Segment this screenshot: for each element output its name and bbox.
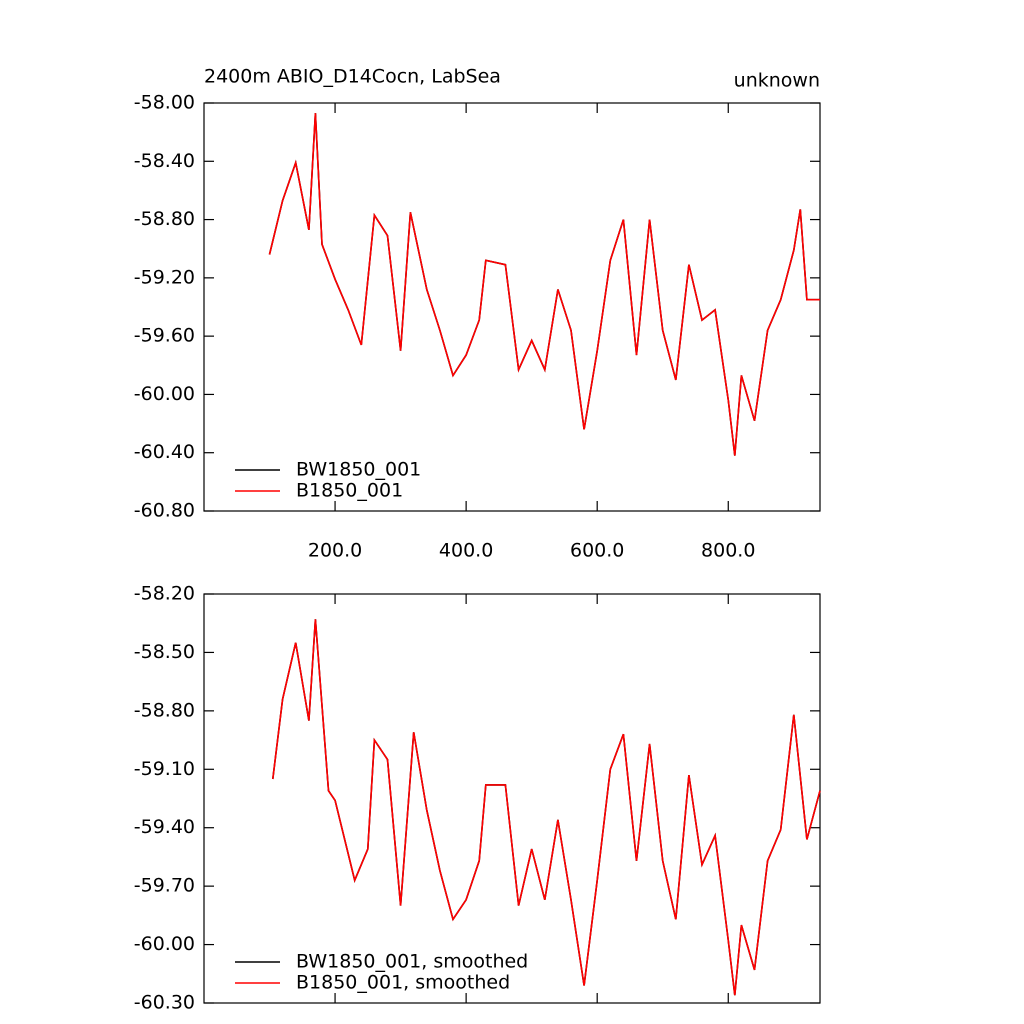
y-tick-label: -59.40 — [134, 816, 195, 838]
y-tick-label: -58.00 — [134, 92, 195, 114]
y-tick-label: -60.80 — [134, 500, 195, 522]
legend-label: B1850_001 — [296, 480, 403, 502]
plot-frame — [203, 593, 821, 1004]
y-tick-label: -58.80 — [134, 699, 195, 721]
y-tick-label: -60.30 — [134, 992, 195, 1014]
right-title: unknown — [734, 70, 820, 92]
series-line — [268, 113, 820, 456]
legend-label: BW1850_001, smoothed — [296, 951, 528, 973]
series-line — [272, 619, 821, 996]
y-tick-label: -59.10 — [134, 758, 195, 780]
y-tick-label: -58.20 — [134, 583, 195, 605]
y-tick-label: -58.40 — [134, 150, 195, 172]
series-line — [268, 113, 820, 456]
y-tick-label: -60.00 — [134, 383, 195, 405]
legend-label: B1850_001, smoothed — [296, 972, 510, 994]
series-line — [272, 619, 821, 996]
y-tick-label: -60.40 — [134, 441, 195, 463]
legend-label: BW1850_001 — [296, 459, 421, 481]
chart-title: 2400m ABIO_D14Cocn, LabSea — [204, 66, 501, 88]
y-tick-label: -59.20 — [134, 266, 195, 288]
x-tick-label: 200.0 — [308, 540, 362, 562]
plot-frame — [203, 102, 821, 512]
y-tick-label: -59.60 — [134, 325, 195, 347]
y-tick-label: -58.80 — [134, 208, 195, 230]
x-tick-label: 600.0 — [570, 540, 624, 562]
y-tick-label: -58.50 — [134, 641, 195, 663]
x-tick-label: 800.0 — [701, 540, 755, 562]
y-tick-label: -59.70 — [134, 875, 195, 897]
x-tick-label: 400.0 — [439, 540, 493, 562]
y-tick-label: -60.00 — [134, 933, 195, 955]
